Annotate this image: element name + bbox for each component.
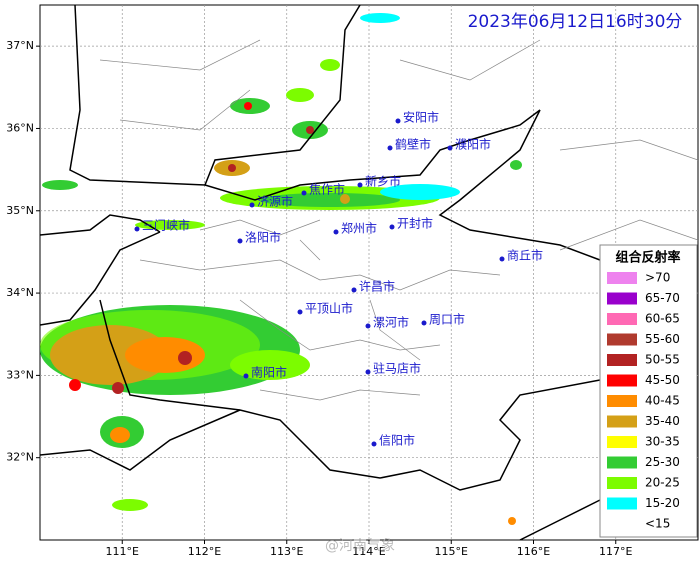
city-dot	[301, 190, 307, 196]
city-dot	[357, 182, 363, 188]
legend-swatch	[607, 395, 637, 407]
city-dot	[371, 441, 377, 447]
y-tick-label: 32°N	[6, 451, 34, 464]
city-dot	[134, 226, 140, 232]
x-tick-label: 115°E	[435, 545, 468, 558]
city-dot	[351, 287, 357, 293]
y-tick-label: 35°N	[6, 204, 34, 217]
y-tick-label: 36°N	[6, 121, 34, 134]
city-label: 南阳市	[251, 365, 287, 380]
city-label: 新乡市	[365, 174, 401, 189]
legend-swatch	[607, 292, 637, 305]
city-label: 鹤壁市	[395, 137, 431, 152]
legend-label: 60-65	[645, 312, 680, 326]
legend-swatch	[607, 436, 637, 448]
x-tick-label: 112°E	[188, 545, 221, 558]
city-label: 濮阳市	[455, 137, 491, 152]
city-dot	[389, 224, 395, 230]
legend-title: 组合反射率	[615, 250, 680, 266]
city-dot	[333, 229, 339, 235]
city-dot	[395, 118, 401, 124]
watermark: @河南气象	[325, 538, 395, 554]
city-dot	[249, 202, 255, 208]
legend-swatch	[607, 354, 637, 366]
legend-box	[599, 244, 698, 538]
city-dot	[365, 369, 371, 375]
boundaries	[40, 5, 698, 540]
city-dot	[297, 309, 303, 315]
legend-label: <15	[645, 517, 670, 531]
legend-swatch	[607, 313, 637, 325]
y-tick-label: 37°N	[6, 39, 34, 52]
city-label: 许昌市	[359, 279, 395, 294]
x-tick-label: 116°E	[517, 545, 550, 558]
legend-swatch	[607, 477, 637, 489]
legend-label: 25-30	[645, 455, 680, 469]
y-tick-label: 34°N	[6, 286, 34, 299]
legend-label: 65-70	[645, 291, 680, 305]
city-label: 周口市	[429, 312, 465, 327]
city-label: 洛阳市	[245, 230, 281, 245]
legend-label: 35-40	[645, 414, 680, 428]
legend-label: 55-60	[645, 332, 680, 346]
city-label: 焦作市	[309, 182, 345, 197]
city-dot	[365, 323, 371, 329]
legend-swatch	[607, 456, 637, 469]
city-dot	[447, 145, 453, 151]
x-tick-label: 117°E	[599, 545, 632, 558]
x-tick-label: 111°E	[106, 545, 139, 558]
city-label: 开封市	[397, 216, 433, 231]
legend-label: 40-45	[645, 394, 680, 408]
legend-label: 20-25	[645, 476, 680, 490]
city-label: 安阳市	[403, 110, 439, 125]
city-label: 济源市	[257, 194, 293, 209]
legend-swatch	[607, 374, 637, 387]
city-label: 驻马店市	[373, 361, 421, 376]
legend-label: >70	[645, 271, 670, 285]
legend-label: 45-50	[645, 373, 680, 387]
city-label: 信阳市	[379, 433, 415, 448]
legend-swatch	[607, 333, 637, 346]
city-dot	[237, 238, 243, 244]
legend-swatch	[607, 272, 637, 284]
y-tick-label: 33°N	[6, 368, 34, 381]
x-tick-label: 113°E	[270, 545, 303, 558]
city-label: 郑州市	[341, 221, 377, 236]
legend-label: 15-20	[645, 496, 680, 510]
legend-label: 30-35	[645, 435, 680, 449]
x-tick-label: 114°E	[352, 545, 385, 558]
city-dot	[499, 256, 505, 262]
city-dot	[387, 145, 393, 151]
city-dot	[421, 320, 427, 326]
legend-label: 50-55	[645, 353, 680, 367]
city-label: 平顶山市	[305, 301, 353, 316]
legend-swatch	[607, 415, 637, 428]
city-label: 漯河市	[373, 315, 409, 330]
legend-swatch	[607, 497, 637, 510]
city-dot	[243, 373, 249, 379]
radar-echoes	[40, 13, 522, 525]
legend-swatch	[607, 518, 637, 530]
city-label: 三门峡市	[142, 218, 190, 233]
city-label: 商丘市	[507, 248, 543, 263]
timestamp-title: 2023年06月12日16时30分	[468, 12, 683, 32]
